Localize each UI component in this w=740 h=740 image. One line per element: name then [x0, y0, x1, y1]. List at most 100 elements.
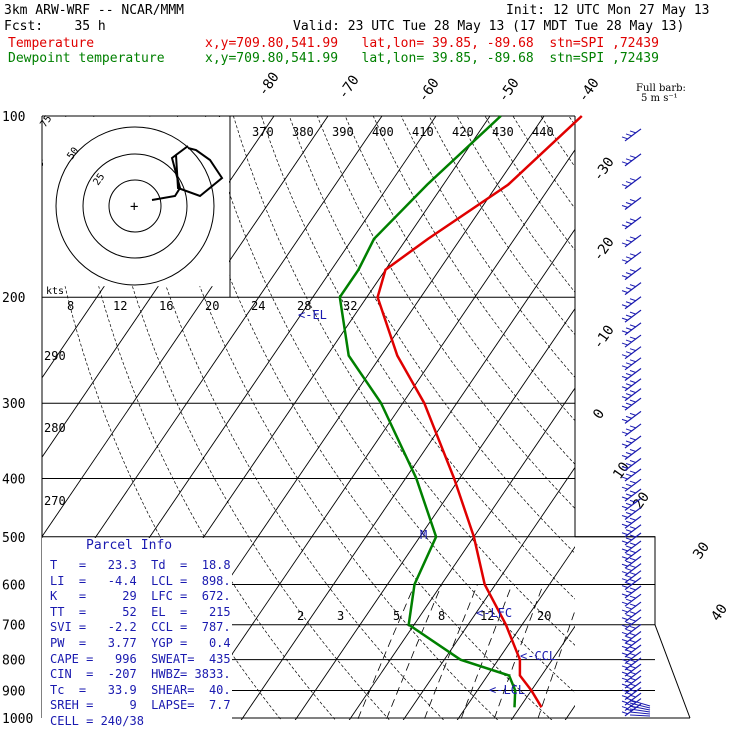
temperature-legend: Temperature [8, 36, 95, 51]
wind-barb-flag [625, 428, 633, 432]
dry-adiabat [372, 116, 575, 422]
wind-barb-flag [625, 239, 633, 243]
parcel-info-row: PW = 3.77 YGP = 0.4 [50, 636, 231, 650]
isotherm-label: 40 [708, 601, 731, 624]
dry-adiabat [205, 116, 575, 694]
wind-barb-flag [621, 224, 629, 228]
wind-barb-flag [621, 571, 629, 575]
wind-barb-flag [629, 603, 637, 607]
theta-label: 440 [532, 125, 554, 139]
wind-barb-flag [629, 269, 637, 273]
wind-barb-flag [621, 376, 629, 379]
wind-barb-flag [629, 542, 637, 546]
parcel-info-row: T = 23.3 Td = 18.8 [50, 558, 231, 572]
wind-barb-flag [621, 317, 629, 321]
dewpoint-curve [338, 115, 517, 708]
isotherm-line [42, 116, 329, 538]
wind-barb-flag [621, 290, 629, 294]
dry-adiabat [344, 116, 575, 465]
dry-adiabat [233, 116, 575, 646]
hodo-origin: + [130, 199, 138, 215]
theta-left-label: 270 [44, 494, 66, 508]
el-label: <-EL [298, 308, 327, 322]
wind-barb-flag [629, 412, 637, 416]
isotherm-label: -20 [590, 234, 618, 264]
hodo-ring [108, 179, 162, 233]
wind-barb-flag [629, 579, 637, 583]
wind-barb-flag [625, 560, 633, 564]
wind-barb-flag [625, 483, 633, 487]
isotherm-line [294, 307, 575, 720]
parcel-info-row: TT = 52 EL = 215 [50, 604, 231, 619]
isotherm-label: 30 [690, 539, 713, 562]
wind-barbs [621, 128, 651, 717]
theta-left-label: 290 [44, 349, 66, 363]
pressure-tick-label: 700 [2, 619, 25, 634]
wind-barb-flag [625, 272, 633, 276]
wind-barb-flag [629, 380, 637, 384]
wind-barb-flag [629, 336, 637, 340]
wind-barb-flag [625, 537, 633, 541]
isotherm-label: -60 [415, 75, 443, 105]
dry-adiabat [568, 116, 575, 126]
wind-barb-flag [621, 689, 629, 693]
dry-adiabat [93, 116, 390, 720]
isotherm-line [564, 704, 575, 720]
dry-adiabat [65, 116, 336, 720]
wind-barb-flag [621, 242, 629, 246]
mixing-ratio-line [537, 609, 575, 720]
wind-barb-flag [629, 618, 637, 622]
wind-barb-flag [625, 339, 633, 343]
dry-adiabat [42, 154, 282, 720]
wind-barb-flag [629, 460, 637, 463]
wind-barb-flag [621, 466, 629, 469]
dry-adiabat [632, 89, 740, 731]
wind-barb-flag [629, 633, 637, 636]
dry-adiabat [288, 116, 575, 554]
wind-barb-flag [621, 396, 629, 400]
wind-barb-flag [621, 677, 629, 681]
wind-barb-flag [625, 642, 633, 646]
wind-barb-flag [621, 617, 629, 621]
wind-barb-flag [629, 425, 637, 429]
wind-barb-flag [625, 327, 633, 331]
parcel-info-row: LI = -4.4 LCL = 898. [50, 573, 231, 588]
parcel-info-row: K = 29 LFC = 672. [50, 589, 231, 604]
wind-barb-flag [621, 486, 629, 490]
wind-barb-flag [629, 298, 637, 302]
wind-barb-flag [629, 700, 637, 704]
wind-barb-flag [629, 359, 637, 363]
parcel-info-row: Tc = 33.9 SHEAR= 40. [50, 682, 231, 697]
wind-barb-flag [621, 136, 629, 140]
wind-barb-flag [621, 711, 629, 715]
isotherm-line [348, 387, 575, 720]
hodo-units: kts [46, 286, 64, 297]
wind-barb-flag [625, 221, 633, 225]
wind-barb-flag [621, 454, 629, 458]
wind-barb-flag [621, 609, 629, 613]
wind-barb-flag [629, 348, 637, 352]
dewpoint-legend: Dewpoint temperature [8, 51, 165, 66]
pressure-tick-label: 800 [2, 654, 25, 669]
wind-barb-flag [629, 311, 637, 315]
wind-barb [629, 711, 651, 715]
theta-label: 400 [372, 125, 394, 139]
wind-barb-flag [625, 181, 633, 185]
isotherm-label: -30 [590, 154, 618, 184]
wind-barb-flag [625, 493, 633, 497]
wind-barb-flag [621, 631, 629, 635]
mixing-ratio-label: 5 [393, 609, 400, 623]
wind-barb-flag [621, 540, 629, 544]
wind-barb-flag [625, 614, 633, 618]
isotherm-label: -80 [255, 69, 283, 99]
isotherm-line [42, 116, 383, 617]
wind-barb-flag [621, 443, 629, 447]
dewpoint-location: x,y=709.80,541.99 lat,lon= 39.85, -89.68… [205, 51, 659, 66]
pressure-tick-label: 300 [2, 397, 25, 412]
hodo-speed-tick: 12 [113, 299, 127, 313]
wind-barb-flag [625, 636, 633, 639]
hodo-ring [55, 126, 215, 286]
wind-barb-flag [625, 621, 633, 625]
wind-barb [629, 705, 651, 711]
